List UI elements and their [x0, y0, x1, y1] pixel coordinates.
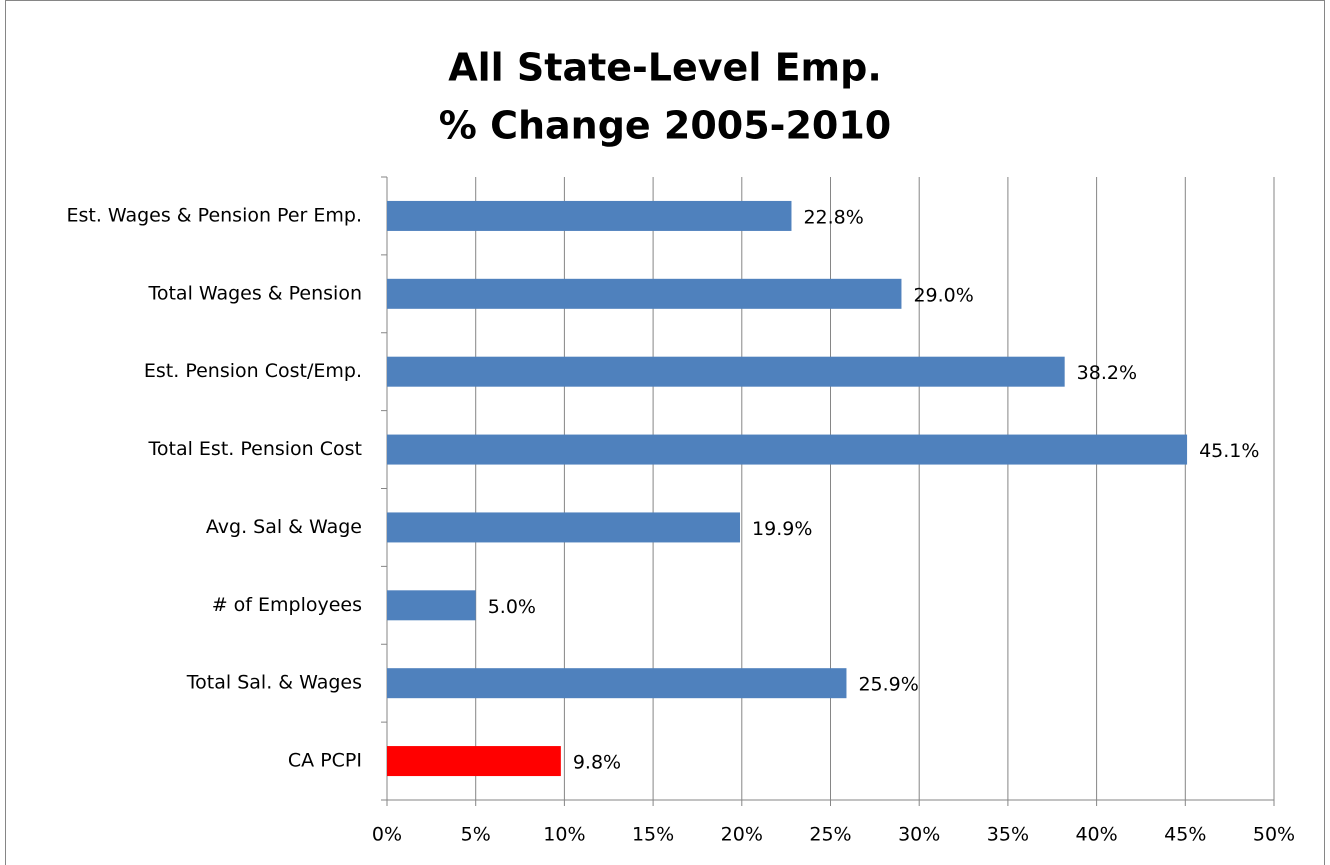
- bar: [387, 746, 561, 777]
- data-label: 38.2%: [1077, 362, 1137, 384]
- x-tick-label: 45%: [1164, 824, 1206, 846]
- y-tick-label: Est. Wages & Pension Per Emp.: [66, 204, 362, 226]
- data-label: 9.8%: [573, 752, 621, 774]
- data-label: 5.0%: [488, 596, 536, 618]
- bar: [387, 200, 792, 231]
- data-label: 25.9%: [858, 674, 918, 696]
- bar: [387, 278, 902, 309]
- bar: [387, 356, 1065, 387]
- x-tick-label: 40%: [1075, 824, 1117, 846]
- x-tick-label: 30%: [898, 824, 940, 846]
- bar: [387, 434, 1188, 465]
- y-tick-label: Total Est. Pension Cost: [148, 438, 362, 460]
- y-tick-label: Avg. Sal & Wage: [206, 516, 362, 538]
- x-tick-label: 10%: [543, 824, 585, 846]
- y-tick-label: # of Employees: [212, 594, 362, 616]
- y-tick-label: CA PCPI: [288, 750, 362, 772]
- data-label: 45.1%: [1199, 440, 1259, 462]
- y-tick-label: Total Wages & Pension: [147, 282, 362, 304]
- bar: [387, 668, 847, 699]
- bar: [387, 590, 476, 621]
- x-tick-label: 25%: [809, 824, 851, 846]
- bar: [387, 512, 741, 543]
- y-tick-label: Est. Pension Cost/Emp.: [144, 360, 362, 382]
- data-label: 22.8%: [803, 206, 863, 228]
- x-tick-label: 15%: [632, 824, 674, 846]
- data-label: 29.0%: [913, 284, 973, 306]
- data-label: 19.9%: [752, 518, 812, 540]
- chart-title: % Change 2005-2010: [439, 104, 891, 148]
- x-tick-label: 50%: [1253, 824, 1295, 846]
- x-tick-label: 0%: [372, 824, 402, 846]
- x-tick-label: 20%: [721, 824, 763, 846]
- chart-border: [5, 0, 1325, 865]
- y-tick-label: Total Sal. & Wages: [186, 672, 362, 694]
- chart-title: All State-Level Emp.: [448, 46, 882, 90]
- x-tick-label: 35%: [987, 824, 1029, 846]
- x-tick-label: 5%: [461, 824, 491, 846]
